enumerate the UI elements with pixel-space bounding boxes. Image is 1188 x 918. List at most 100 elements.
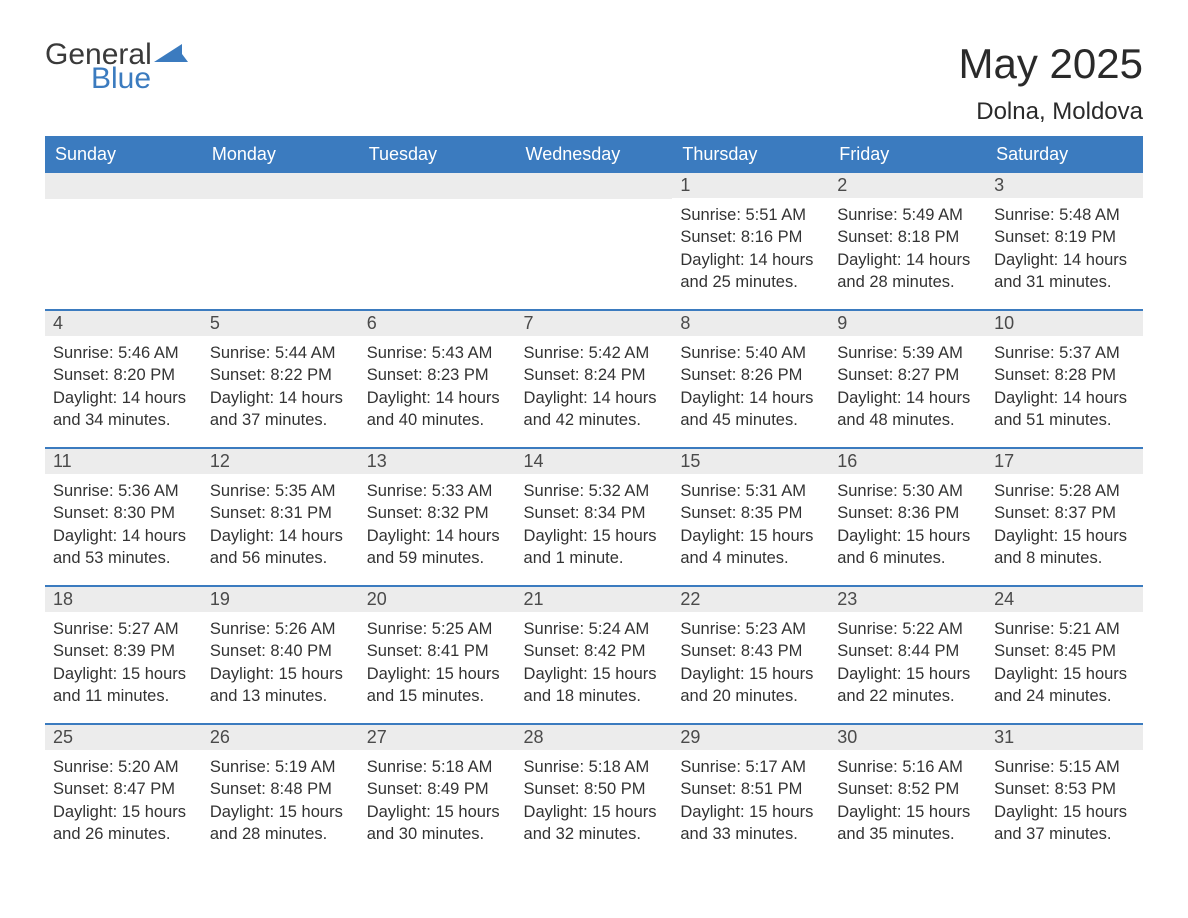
- day-data: Sunrise: 5:18 AMSunset: 8:50 PMDaylight:…: [516, 750, 673, 849]
- day-number: 15: [672, 449, 829, 474]
- day-number: 20: [359, 587, 516, 612]
- daylight-line: Daylight: 15 hours and 32 minutes.: [524, 801, 665, 846]
- calendar-day-cell: 2Sunrise: 5:49 AMSunset: 8:18 PMDaylight…: [829, 172, 986, 310]
- daylight-line: Daylight: 14 hours and 25 minutes.: [680, 249, 821, 294]
- sunrise-line: Sunrise: 5:15 AM: [994, 756, 1135, 778]
- location: Dolna, Moldova: [959, 98, 1143, 126]
- sunrise-line: Sunrise: 5:42 AM: [524, 342, 665, 364]
- daylight-line: Daylight: 15 hours and 13 minutes.: [210, 663, 351, 708]
- daylight-line: Daylight: 15 hours and 37 minutes.: [994, 801, 1135, 846]
- daylight-line: Daylight: 15 hours and 30 minutes.: [367, 801, 508, 846]
- calendar-day-cell: 4Sunrise: 5:46 AMSunset: 8:20 PMDaylight…: [45, 310, 202, 448]
- day-data: Sunrise: 5:37 AMSunset: 8:28 PMDaylight:…: [986, 336, 1143, 435]
- daylight-line: Daylight: 15 hours and 8 minutes.: [994, 525, 1135, 570]
- sunrise-line: Sunrise: 5:48 AM: [994, 204, 1135, 226]
- day-data: Sunrise: 5:40 AMSunset: 8:26 PMDaylight:…: [672, 336, 829, 435]
- day-data: Sunrise: 5:15 AMSunset: 8:53 PMDaylight:…: [986, 750, 1143, 849]
- day-number: 2: [829, 173, 986, 198]
- sunrise-line: Sunrise: 5:19 AM: [210, 756, 351, 778]
- sunrise-line: Sunrise: 5:21 AM: [994, 618, 1135, 640]
- sunset-line: Sunset: 8:23 PM: [367, 364, 508, 386]
- day-number: 13: [359, 449, 516, 474]
- calendar-day-cell: 7Sunrise: 5:42 AMSunset: 8:24 PMDaylight…: [516, 310, 673, 448]
- sunrise-line: Sunrise: 5:39 AM: [837, 342, 978, 364]
- sunrise-line: Sunrise: 5:36 AM: [53, 480, 194, 502]
- day-number: 18: [45, 587, 202, 612]
- day-number: 23: [829, 587, 986, 612]
- calendar-row: 18Sunrise: 5:27 AMSunset: 8:39 PMDayligh…: [45, 586, 1143, 724]
- daylight-line: Daylight: 15 hours and 1 minute.: [524, 525, 665, 570]
- calendar-day-cell: 5Sunrise: 5:44 AMSunset: 8:22 PMDaylight…: [202, 310, 359, 448]
- daylight-line: Daylight: 14 hours and 59 minutes.: [367, 525, 508, 570]
- daylight-line: Daylight: 15 hours and 18 minutes.: [524, 663, 665, 708]
- calendar-row: 25Sunrise: 5:20 AMSunset: 8:47 PMDayligh…: [45, 724, 1143, 862]
- sunset-line: Sunset: 8:28 PM: [994, 364, 1135, 386]
- empty-daynum-bar: [45, 173, 202, 199]
- daylight-line: Daylight: 15 hours and 20 minutes.: [680, 663, 821, 708]
- calendar-table: SundayMondayTuesdayWednesdayThursdayFrid…: [45, 136, 1143, 862]
- logo: General Blue: [45, 40, 188, 94]
- day-number: 24: [986, 587, 1143, 612]
- daylight-line: Daylight: 15 hours and 24 minutes.: [994, 663, 1135, 708]
- weekday-header: Wednesday: [516, 137, 673, 172]
- day-data: Sunrise: 5:19 AMSunset: 8:48 PMDaylight:…: [202, 750, 359, 849]
- calendar-day-cell: 6Sunrise: 5:43 AMSunset: 8:23 PMDaylight…: [359, 310, 516, 448]
- daylight-line: Daylight: 14 hours and 48 minutes.: [837, 387, 978, 432]
- calendar-day-cell: 29Sunrise: 5:17 AMSunset: 8:51 PMDayligh…: [672, 724, 829, 862]
- calendar-day-cell: 24Sunrise: 5:21 AMSunset: 8:45 PMDayligh…: [986, 586, 1143, 724]
- day-data: Sunrise: 5:32 AMSunset: 8:34 PMDaylight:…: [516, 474, 673, 573]
- day-number: 10: [986, 311, 1143, 336]
- sunset-line: Sunset: 8:36 PM: [837, 502, 978, 524]
- calendar-day-cell: 12Sunrise: 5:35 AMSunset: 8:31 PMDayligh…: [202, 448, 359, 586]
- calendar-row: 1Sunrise: 5:51 AMSunset: 8:16 PMDaylight…: [45, 172, 1143, 310]
- daylight-line: Daylight: 14 hours and 51 minutes.: [994, 387, 1135, 432]
- daylight-line: Daylight: 15 hours and 15 minutes.: [367, 663, 508, 708]
- daylight-line: Daylight: 14 hours and 53 minutes.: [53, 525, 194, 570]
- empty-daynum-bar: [359, 173, 516, 199]
- calendar-day-cell: 22Sunrise: 5:23 AMSunset: 8:43 PMDayligh…: [672, 586, 829, 724]
- sunrise-line: Sunrise: 5:44 AM: [210, 342, 351, 364]
- daylight-line: Daylight: 15 hours and 4 minutes.: [680, 525, 821, 570]
- sunrise-line: Sunrise: 5:26 AM: [210, 618, 351, 640]
- day-number: 22: [672, 587, 829, 612]
- daylight-line: Daylight: 14 hours and 34 minutes.: [53, 387, 194, 432]
- day-data: Sunrise: 5:23 AMSunset: 8:43 PMDaylight:…: [672, 612, 829, 711]
- sunset-line: Sunset: 8:41 PM: [367, 640, 508, 662]
- day-data: Sunrise: 5:22 AMSunset: 8:44 PMDaylight:…: [829, 612, 986, 711]
- sunset-line: Sunset: 8:37 PM: [994, 502, 1135, 524]
- sunset-line: Sunset: 8:19 PM: [994, 226, 1135, 248]
- day-data: Sunrise: 5:28 AMSunset: 8:37 PMDaylight:…: [986, 474, 1143, 573]
- sunrise-line: Sunrise: 5:17 AM: [680, 756, 821, 778]
- logo-triangle-icon: [154, 42, 188, 66]
- sunset-line: Sunset: 8:50 PM: [524, 778, 665, 800]
- calendar-day-cell: 27Sunrise: 5:18 AMSunset: 8:49 PMDayligh…: [359, 724, 516, 862]
- sunset-line: Sunset: 8:43 PM: [680, 640, 821, 662]
- day-data: Sunrise: 5:30 AMSunset: 8:36 PMDaylight:…: [829, 474, 986, 573]
- sunrise-line: Sunrise: 5:23 AM: [680, 618, 821, 640]
- sunrise-line: Sunrise: 5:25 AM: [367, 618, 508, 640]
- day-data: Sunrise: 5:44 AMSunset: 8:22 PMDaylight:…: [202, 336, 359, 435]
- day-number: 27: [359, 725, 516, 750]
- sunrise-line: Sunrise: 5:46 AM: [53, 342, 194, 364]
- day-data: Sunrise: 5:25 AMSunset: 8:41 PMDaylight:…: [359, 612, 516, 711]
- calendar-day-cell: 16Sunrise: 5:30 AMSunset: 8:36 PMDayligh…: [829, 448, 986, 586]
- day-number: 21: [516, 587, 673, 612]
- day-data: Sunrise: 5:26 AMSunset: 8:40 PMDaylight:…: [202, 612, 359, 711]
- sunrise-line: Sunrise: 5:20 AM: [53, 756, 194, 778]
- daylight-line: Daylight: 15 hours and 33 minutes.: [680, 801, 821, 846]
- sunrise-line: Sunrise: 5:49 AM: [837, 204, 978, 226]
- day-data: Sunrise: 5:24 AMSunset: 8:42 PMDaylight:…: [516, 612, 673, 711]
- sunrise-line: Sunrise: 5:37 AM: [994, 342, 1135, 364]
- daylight-line: Daylight: 15 hours and 28 minutes.: [210, 801, 351, 846]
- sunset-line: Sunset: 8:30 PM: [53, 502, 194, 524]
- sunrise-line: Sunrise: 5:40 AM: [680, 342, 821, 364]
- sunset-line: Sunset: 8:16 PM: [680, 226, 821, 248]
- day-data: Sunrise: 5:27 AMSunset: 8:39 PMDaylight:…: [45, 612, 202, 711]
- calendar-day-cell: 13Sunrise: 5:33 AMSunset: 8:32 PMDayligh…: [359, 448, 516, 586]
- empty-daynum-bar: [516, 173, 673, 199]
- calendar-empty-cell: [45, 172, 202, 310]
- calendar-day-cell: 8Sunrise: 5:40 AMSunset: 8:26 PMDaylight…: [672, 310, 829, 448]
- daylight-line: Daylight: 14 hours and 31 minutes.: [994, 249, 1135, 294]
- day-number: 9: [829, 311, 986, 336]
- calendar-empty-cell: [202, 172, 359, 310]
